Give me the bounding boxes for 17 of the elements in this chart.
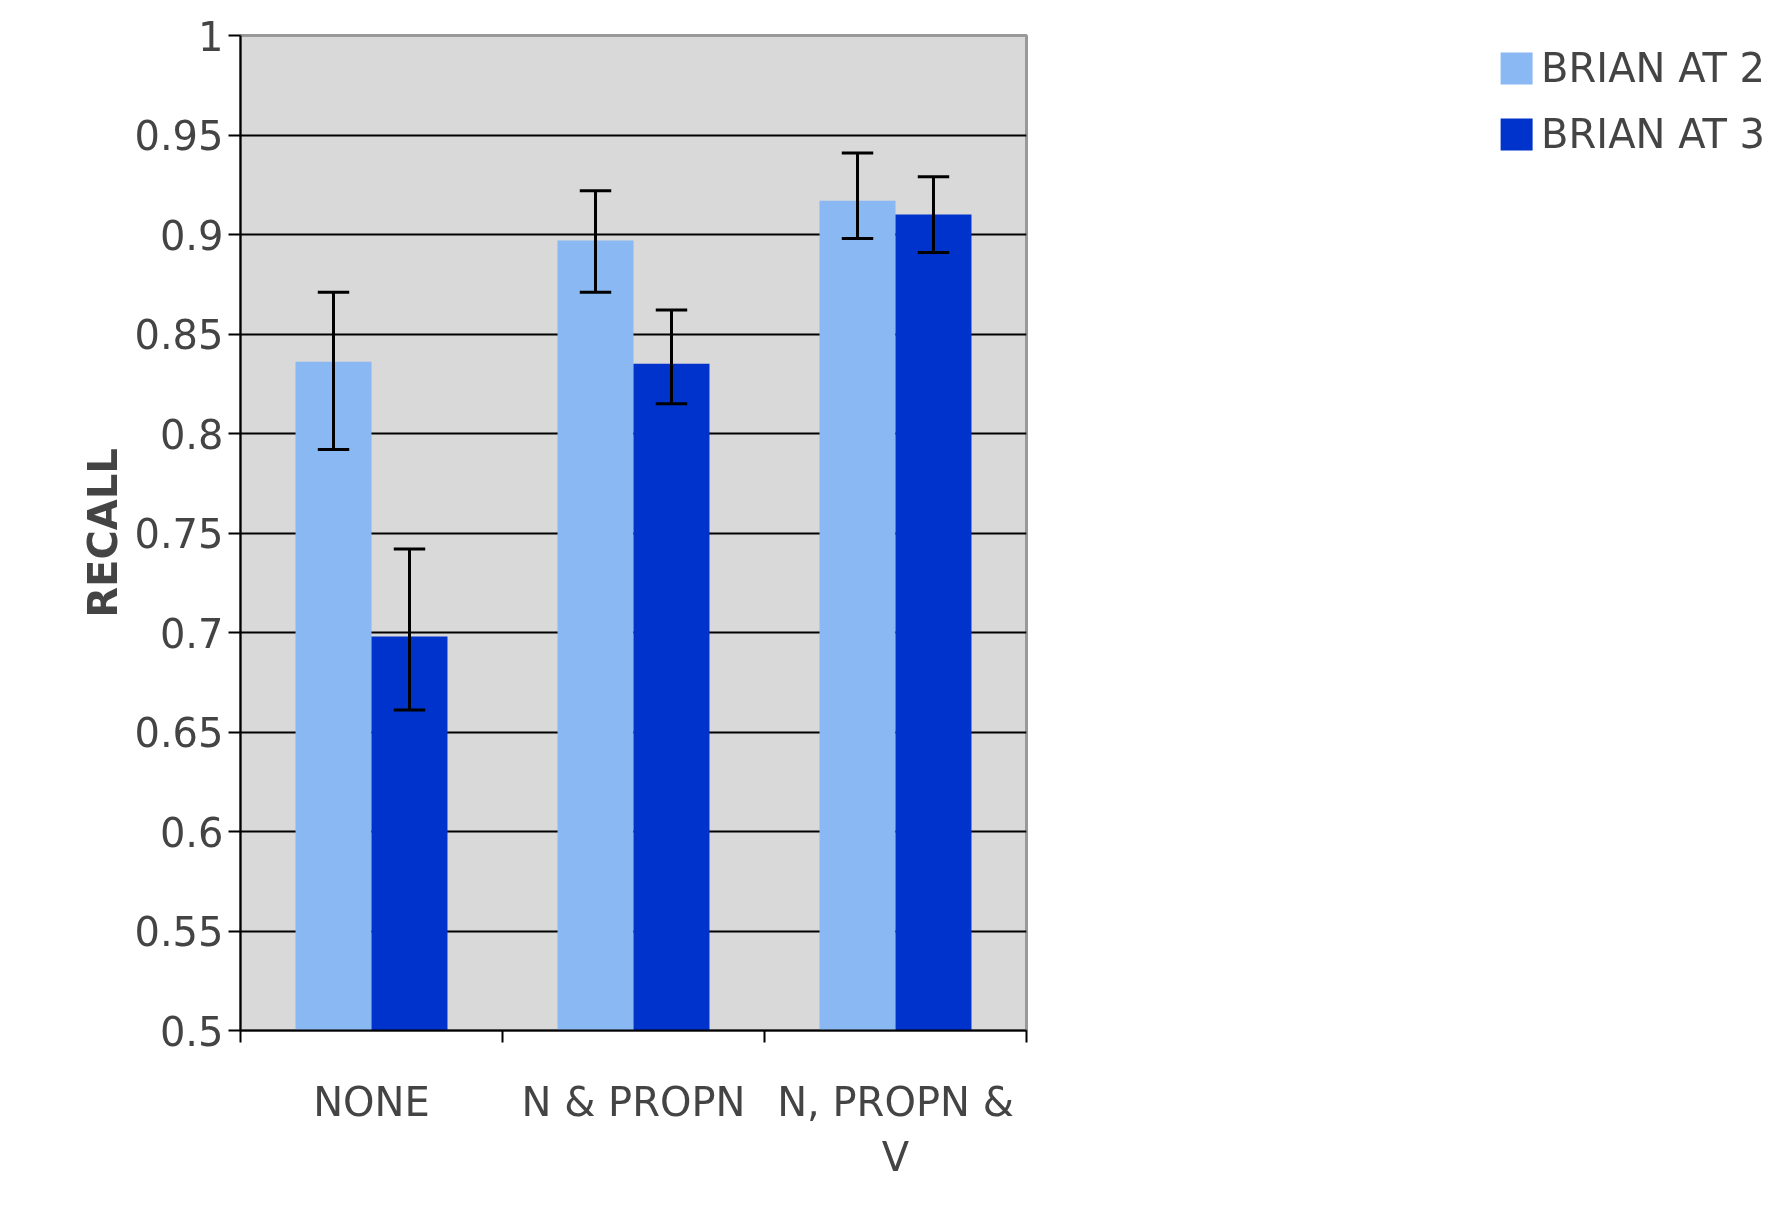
y-tick-label: 0.8 (159, 411, 224, 458)
y-tick-label: 0.65 (134, 710, 224, 756)
y-tick-label: 0.9 (159, 212, 224, 259)
legend-label: BRIAN AT 3 (1541, 111, 1765, 157)
x-tick-label: NONE (313, 1078, 430, 1125)
y-tick-label: 0.75 (134, 511, 224, 557)
y-tick-label: 0.5 (159, 1008, 224, 1055)
y-axis-title: RECALL (80, 448, 127, 618)
y-tick-label: 0.95 (134, 113, 224, 159)
y-tick-label: 0.7 (159, 610, 224, 657)
y-tick-label: 0.85 (134, 312, 224, 358)
y-tick-label: 1 (198, 13, 224, 60)
legend-label: BRIAN AT 2 (1541, 45, 1765, 91)
y-tick-label: 0.6 (159, 809, 224, 856)
x-tick-label: N & PROPN (521, 1078, 746, 1125)
x-tick-label: N, PROPN & V (777, 1078, 1014, 1180)
y-tick-label: 0.55 (134, 909, 224, 955)
